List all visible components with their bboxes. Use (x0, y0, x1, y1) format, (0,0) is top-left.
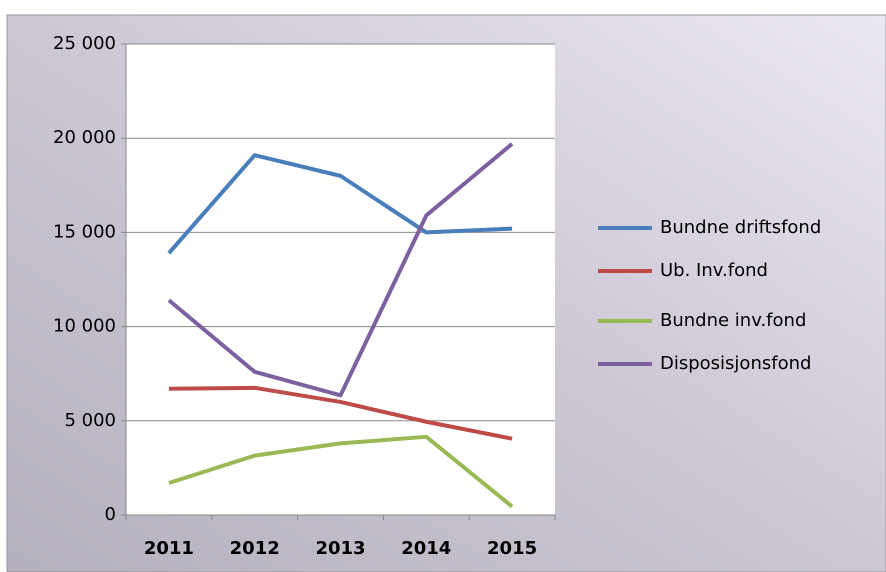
legend-label: Disposisjonsfond (660, 353, 811, 374)
series-line (167, 142, 514, 398)
y-tick-label: 5 000 (64, 410, 116, 431)
x-tick-label: 2013 (315, 538, 365, 559)
y-tick-label: 25 000 (53, 33, 116, 54)
series-line (167, 153, 513, 255)
legend-label: Bundne driftsfond (660, 217, 821, 238)
y-tick-label: 15 000 (53, 221, 116, 242)
series-line (168, 434, 514, 509)
plot-area (126, 44, 555, 515)
y-tick-label: 20 000 (53, 127, 116, 148)
x-tick-label: 2015 (487, 538, 537, 559)
x-tick-label: 2011 (144, 538, 194, 559)
y-tick-label: 10 000 (53, 316, 116, 337)
y-tick-label: 0 (105, 504, 116, 525)
x-tick-label: 2014 (401, 538, 451, 559)
legend-label: Ub. Inv.fond (660, 260, 768, 281)
legend-label: Bundne inv.fond (660, 310, 806, 331)
x-tick-label: 2012 (230, 538, 280, 559)
series-line (168, 385, 513, 441)
